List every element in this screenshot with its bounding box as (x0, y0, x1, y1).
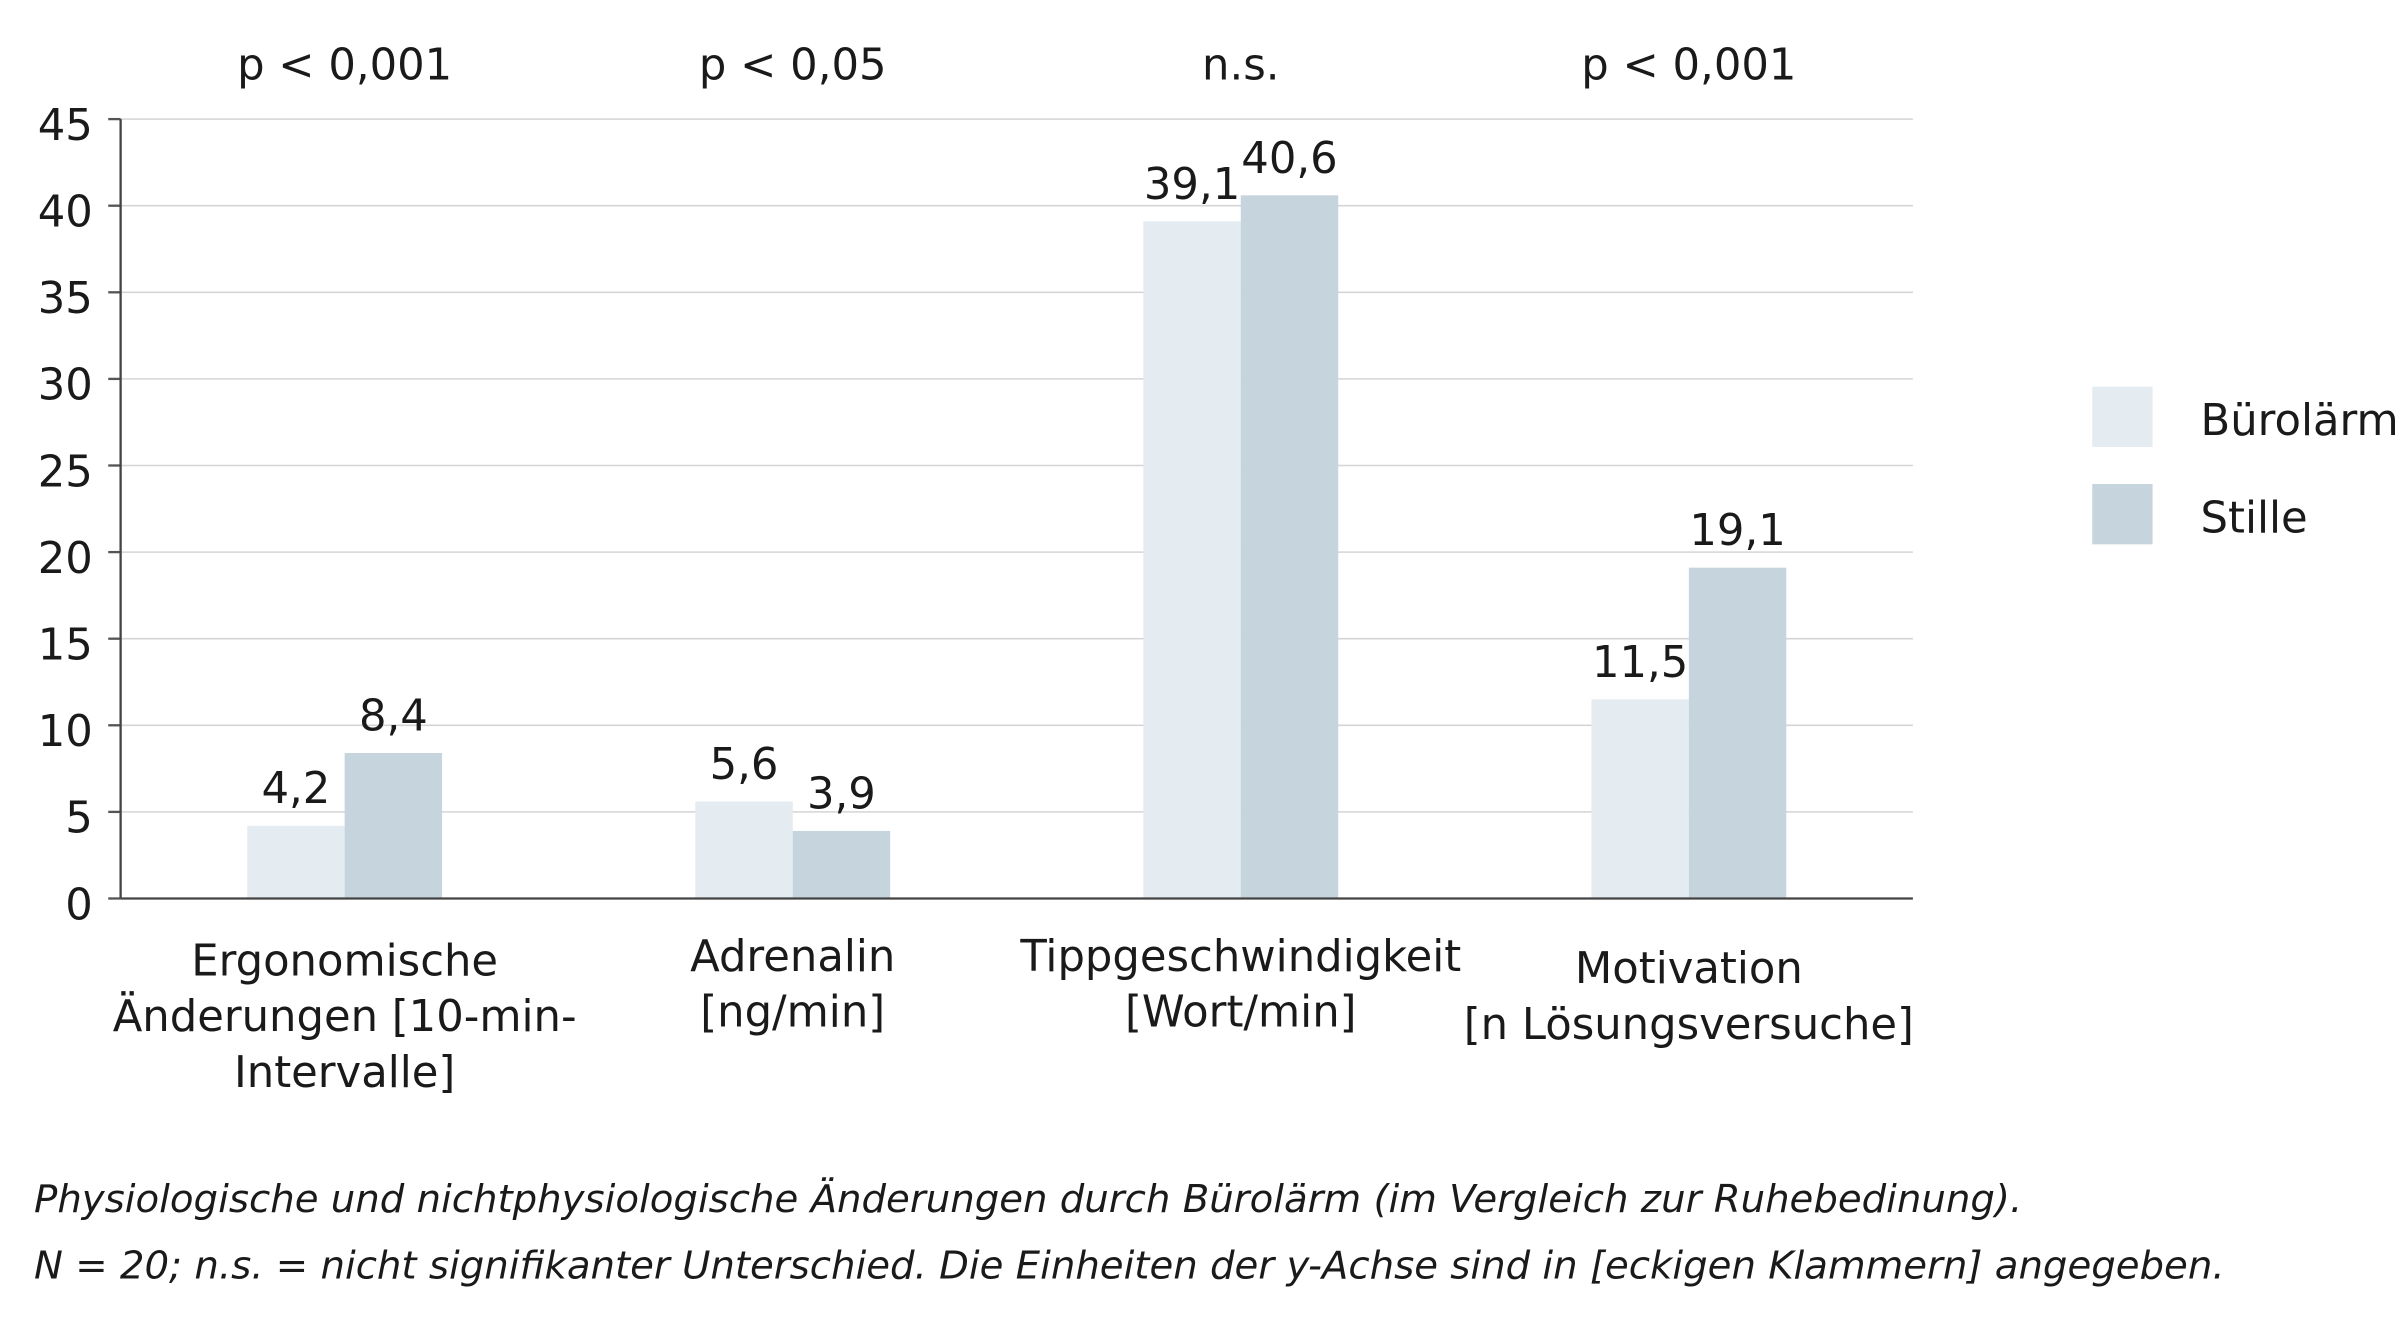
x-tick-label: Motivation [n Lösungsversuche] (1464, 944, 1914, 1050)
significance-label: p < 0,001 (237, 41, 452, 91)
value-label: 19,1 (1689, 506, 1785, 556)
y-tick-label: 45 (38, 101, 93, 151)
bar (1688, 567, 1787, 899)
bar (695, 801, 793, 899)
x-tick-label: Adrenalin [ng/min] (690, 931, 895, 1037)
bar (1591, 699, 1689, 899)
y-tick-label: 15 (38, 620, 93, 670)
y-tick-label: 35 (38, 274, 93, 324)
y-tick-label: 30 (38, 361, 93, 411)
value-label: 8,4 (359, 691, 428, 741)
bar (792, 830, 891, 899)
y-tick-label: 25 (38, 447, 93, 497)
legend-swatch (2092, 484, 2153, 545)
y-tick-label: 10 (38, 707, 93, 757)
y-tick-label: 20 (38, 534, 93, 584)
value-label: 11,5 (1592, 638, 1688, 688)
significance-label: p < 0,05 (699, 41, 887, 91)
value-label: 40,6 (1241, 134, 1337, 184)
value-label: 39,1 (1144, 160, 1240, 210)
x-tick-label: Tippgeschwindigkeit [Wort/min] (1019, 931, 1461, 1037)
y-tick-label: 0 (65, 880, 93, 930)
legend-label: Stille (2201, 494, 2308, 544)
caption: N = 20; n.s. = nicht signifikanter Unter… (34, 1244, 2225, 1289)
caption: Physiologische und nichtphysiologische Ä… (34, 1176, 2022, 1222)
bar (247, 825, 345, 899)
bar (1143, 221, 1241, 899)
value-label: 5,6 (710, 740, 779, 790)
significance-label: n.s. (1202, 41, 1280, 91)
value-label: 3,9 (807, 769, 876, 819)
significance-label: p < 0,001 (1581, 41, 1796, 91)
x-tick-label: Ergonomische Änderungen [10-min-Intervall… (113, 936, 577, 1097)
value-label: 4,2 (262, 764, 331, 814)
bar (344, 753, 443, 899)
y-tick-label: 5 (65, 794, 93, 844)
legend-label: Bürolärm (2201, 396, 2399, 446)
bar (1240, 195, 1339, 899)
legend-swatch (2092, 386, 2153, 447)
y-tick-label: 40 (38, 187, 93, 237)
